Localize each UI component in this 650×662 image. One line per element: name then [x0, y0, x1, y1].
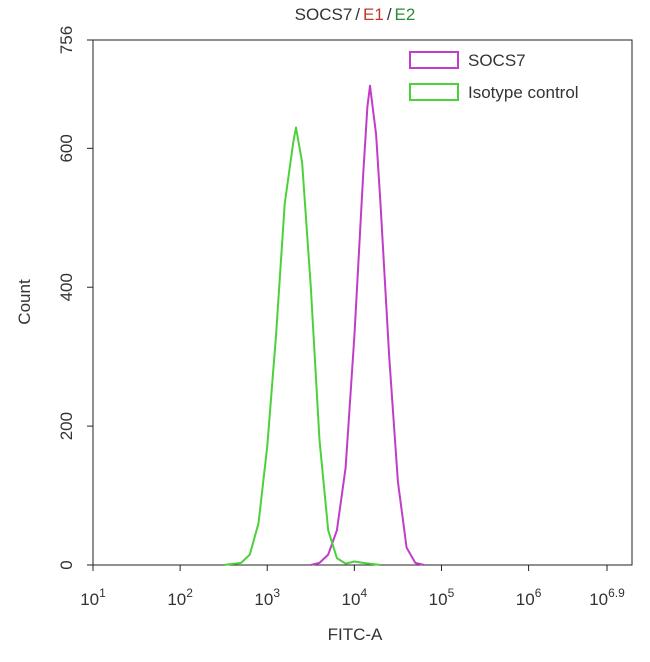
x-tick-label: 105 — [429, 586, 455, 609]
title-part: E2 — [395, 5, 416, 24]
x-tick-base: 10 — [254, 590, 273, 609]
histogram-line — [223, 126, 381, 566]
x-tick-base: 10 — [342, 590, 361, 609]
x-tick-base: 10 — [167, 590, 186, 609]
chart-title: SOCS7/E1/E2 — [295, 5, 416, 24]
legend-swatch — [409, 83, 459, 101]
x-tick-base: 10 — [429, 590, 448, 609]
legend-swatch — [409, 51, 459, 69]
legend: SOCS7 Isotype control — [409, 51, 579, 102]
legend-label: SOCS7 — [468, 51, 526, 70]
histogram-line — [310, 84, 425, 566]
y-tick-label: 200 — [57, 412, 76, 440]
title-part: / — [355, 5, 360, 24]
legend-label: Isotype control — [468, 83, 579, 102]
x-tick-base: 10 — [516, 590, 535, 609]
x-tick-label: 106 — [516, 586, 542, 609]
x-tick-label: 104 — [342, 586, 368, 609]
x-tick-exponent: 2 — [186, 586, 193, 600]
x-tick-label: 103 — [254, 586, 280, 609]
x-tick-exponent: 5 — [448, 586, 455, 600]
y-tick-label: 400 — [57, 273, 76, 301]
x-tick-exponent: 6.9 — [608, 586, 625, 600]
x-tick-exponent: 1 — [99, 586, 106, 600]
x-tick-exponent: 4 — [360, 586, 367, 600]
x-axis-label: FITC-A — [328, 625, 383, 644]
x-tick-exponent: 6 — [535, 586, 542, 600]
y-axis-label: Count — [15, 279, 34, 325]
title-part: E1 — [363, 5, 384, 24]
x-tick-base: 10 — [80, 590, 99, 609]
y-tick-label: 600 — [57, 134, 76, 162]
title-part: SOCS7 — [295, 5, 353, 24]
x-tick-base: 10 — [589, 590, 608, 609]
plot-frame — [92, 39, 633, 566]
y-tick-label: 756 — [57, 26, 76, 54]
x-tick-exponent: 3 — [273, 586, 280, 600]
title-part: / — [387, 5, 392, 24]
y-tick-label: 0 — [57, 560, 76, 569]
x-tick-label: 101 — [80, 586, 106, 609]
x-tick-label: 106.9 — [589, 586, 625, 609]
x-tick-label: 102 — [167, 586, 193, 609]
